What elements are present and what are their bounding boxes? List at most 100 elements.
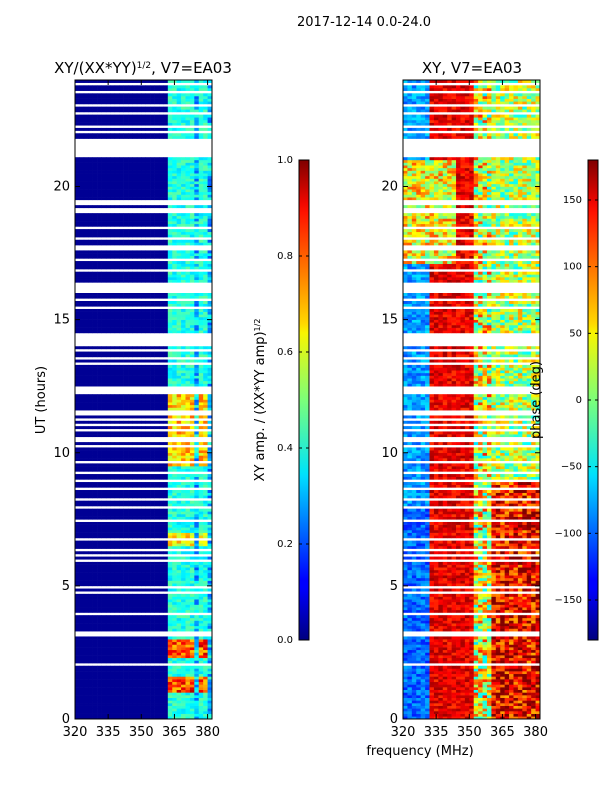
heatmap-cell: [88, 396, 93, 400]
heatmap-cell: [163, 221, 169, 225]
heatmap-cell: [136, 543, 142, 547]
heatmap-cell: [167, 569, 173, 573]
heatmap-cell: [176, 516, 182, 520]
heatmap-cell: [79, 378, 85, 382]
heatmap-cell: [189, 420, 195, 424]
heatmap-cell: [185, 583, 191, 587]
heatmap-cell: [75, 503, 80, 507]
heatmap-cell: [203, 617, 208, 621]
heatmap-cell: [194, 705, 200, 709]
heatmap-cell: [194, 367, 200, 371]
heatmap-cell: [83, 271, 89, 275]
heatmap-cell: [83, 668, 89, 672]
heatmap-cell: [105, 404, 111, 408]
heatmap-cell: [176, 407, 182, 411]
heatmap-cell: [194, 234, 200, 238]
heatmap-cell: [150, 604, 155, 608]
heatmap-cell: [75, 234, 80, 238]
heatmap-cell: [189, 463, 195, 467]
heatmap-cell: [189, 524, 195, 528]
heatmap-cell: [198, 431, 204, 435]
heatmap-cell: [101, 593, 107, 597]
heatmap-cell: [158, 274, 164, 278]
heatmap-cell: [83, 681, 89, 685]
heatmap-cell: [92, 697, 98, 701]
heatmap-cell: [101, 189, 107, 193]
heatmap-cell: [105, 178, 111, 182]
heatmap-cell: [88, 692, 93, 696]
heatmap-cell: [132, 426, 138, 430]
heatmap-cell: [172, 330, 177, 334]
heatmap-cell: [181, 293, 186, 296]
heatmap-cell: [145, 407, 151, 411]
heatmap-cell: [158, 364, 164, 368]
heatmap-cell: [119, 583, 124, 587]
heatmap-cell: [172, 583, 177, 587]
heatmap-cell: [114, 713, 120, 717]
heatmap-cell: [83, 636, 89, 640]
heatmap-cell: [88, 380, 93, 384]
heatmap-cell: [110, 346, 116, 350]
heatmap-cell: [119, 351, 124, 355]
heatmap-cell: [136, 503, 142, 507]
heatmap-cell: [123, 308, 129, 312]
heatmap-cell: [83, 705, 89, 709]
heatmap-cell: [158, 370, 164, 374]
heatmap-cell: [185, 255, 191, 259]
heatmap-cell: [105, 279, 111, 283]
heatmap-cell: [97, 676, 102, 680]
heatmap-cell: [83, 367, 89, 371]
heatmap-cell: [132, 652, 138, 656]
heatmap-cell: [181, 157, 186, 161]
heatmap-cell: [79, 364, 85, 368]
heatmap-cell: [97, 652, 102, 656]
heatmap-cell: [83, 434, 89, 438]
heatmap-cell: [123, 303, 129, 307]
heatmap-cell: [198, 314, 204, 318]
heatmap-cell: [172, 679, 177, 683]
heatmap-cell: [145, 367, 151, 371]
heatmap-cell: [114, 511, 120, 515]
heatmap-cell: [141, 644, 147, 648]
heatmap-cell: [185, 535, 191, 539]
heatmap-cell: [150, 513, 155, 517]
heatmap-cell: [167, 330, 173, 334]
heatmap-cell: [203, 503, 208, 507]
heatmap-cell: [207, 170, 213, 174]
heatmap-cell: [110, 689, 116, 693]
heatmap-cell: [145, 692, 151, 696]
heatmap-cell: [150, 165, 155, 169]
heatmap-cell: [119, 604, 124, 608]
heatmap-cell: [194, 330, 200, 334]
heatmap-cell: [128, 716, 133, 720]
heatmap-cell: [128, 708, 133, 712]
heatmap-cell: [119, 375, 124, 379]
heatmap-cell: [172, 513, 177, 517]
heatmap-cell: [92, 346, 98, 350]
heatmap-cell: [198, 157, 204, 161]
heatmap-cell: [167, 575, 173, 579]
heatmap-cell: [150, 330, 155, 334]
heatmap-cell: [176, 162, 182, 166]
heatmap-cell: [88, 173, 93, 177]
heatmap-cell: [114, 583, 120, 587]
heatmap-cell: [123, 404, 129, 408]
heatmap-cell: [83, 490, 89, 493]
heatmap-cell: [136, 404, 142, 408]
heatmap-cell: [163, 569, 169, 573]
heatmap-cell: [83, 492, 89, 496]
heatmap-cell: [141, 532, 147, 536]
heatmap-cell: [132, 205, 138, 209]
heatmap-cell: [203, 135, 208, 139]
heatmap-cell: [185, 495, 191, 499]
heatmap-cell: [163, 295, 169, 299]
heatmap-cell: [110, 364, 116, 368]
heatmap-cell: [185, 367, 191, 371]
heatmap-cell: [132, 700, 138, 704]
heatmap-cell: [83, 450, 89, 454]
heatmap-cell: [110, 205, 116, 209]
heatmap-cell: [158, 181, 164, 185]
heatmap-cell: [207, 279, 213, 283]
heatmap-cell: [172, 593, 177, 597]
heatmap-cell: [154, 346, 160, 350]
